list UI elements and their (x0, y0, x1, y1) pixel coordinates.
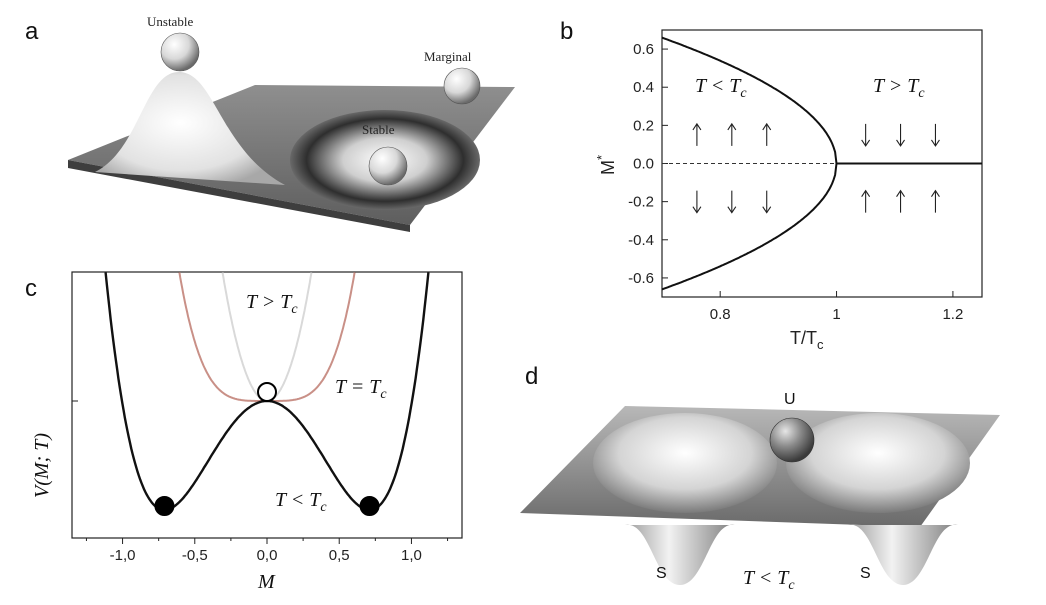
b-xtick-label: 1 (832, 306, 840, 323)
c-unstable-point (257, 382, 277, 402)
panel-c-xlabel: M (257, 571, 276, 593)
panel-c-ylabel: V(M; T) (31, 433, 53, 498)
panel-d-label-s-right: S (860, 565, 871, 582)
panel-d-label-u: U (784, 391, 796, 408)
c-stable-point (154, 496, 175, 516)
panel-b-annotation-low: T < Tc (695, 75, 747, 101)
panel-d-ball (769, 417, 815, 463)
panel-d-bowl-right (786, 413, 970, 513)
b-flow-arrow-head (762, 122, 772, 131)
panel-c-points (154, 382, 380, 516)
panel-a-hill (95, 71, 285, 185)
marginal-ball (443, 67, 481, 105)
c-stable-point (359, 496, 380, 516)
b-ytick-label: 0.2 (633, 117, 654, 134)
b-flow-arrow-head (727, 206, 737, 214)
b-ytick-label: 0.4 (633, 79, 654, 96)
panel-b-letter: b (560, 18, 574, 45)
b-ytick-label: 0.0 (633, 156, 654, 173)
panel-a-letter: a (25, 18, 39, 45)
panel-c-annotation-equal: T = Tc (335, 376, 387, 402)
b-flow-arrow-head (727, 122, 737, 131)
panel-c-annotation-above: T > Tc (246, 291, 298, 317)
panel-a-plane-edge (68, 160, 410, 232)
c-xtick-label: 0,5 (329, 547, 350, 564)
b-flow-arrow-head (692, 206, 702, 214)
panel-b-series (661, 36, 982, 291)
b-ytick-label: -0.6 (628, 270, 654, 287)
panel-d-bump-right (848, 524, 958, 585)
panel-c-ylabel-group: V(M; T) (31, 433, 53, 498)
panel-b-chart: 0.60.40.20.0-0.2-0.4-0.6 0.8 1 1.2 T < Tc … (594, 29, 983, 352)
panel-b-arrows (692, 122, 940, 214)
panel-b-y-ticks: 0.6 0.4 0.2 0.0 -0.2 -0.4 -0.6 (628, 41, 668, 287)
b-xtick-label: 0.8 (710, 306, 731, 323)
label-stable: Stable (362, 122, 395, 137)
b-series-lower-branch (661, 163, 838, 291)
panel-b-ylabel-group: M* (594, 155, 618, 175)
b-flow-arrow-head (930, 189, 940, 197)
b-ytick-label: -0.2 (628, 194, 654, 211)
b-flow-arrow-head (692, 122, 702, 131)
c-xtick-label: -1,0 (110, 547, 136, 564)
panel-b-xlabel: T/Tc (790, 328, 824, 352)
panel-d-bump-left (625, 524, 735, 585)
b-ytick-label: -0.4 (628, 232, 654, 249)
b-flow-arrow-head (930, 139, 940, 147)
b-flow-arrow-head (896, 139, 906, 147)
panel-d-landscape: U S S T < Tc (520, 391, 1000, 593)
stable-ball (368, 146, 408, 186)
panel-b-x-ticks: 0.8 1 1.2 (710, 291, 963, 323)
b-flow-arrow-head (861, 189, 871, 197)
c-xtick-label: -0,5 (182, 547, 208, 564)
panel-c-annotation-below: T < Tc (275, 489, 327, 515)
c-xtick-label: 0,0 (257, 547, 278, 564)
panel-c-chart: -1,0 -0,5 0,0 0,5 1,0 T > Tc T = Tc T < Tc M… (31, 271, 463, 593)
label-marginal: Marginal (424, 49, 472, 64)
panel-d-caption: T < Tc (743, 567, 795, 593)
b-flow-arrow-head (861, 139, 871, 147)
c-xtick-label: 1,0 (401, 547, 422, 564)
b-flow-arrow-head (762, 206, 772, 214)
panel-d-letter: d (525, 363, 539, 390)
b-flow-arrow-head (896, 189, 906, 197)
b-xtick-label: 1.2 (942, 306, 963, 323)
label-unstable: Unstable (147, 14, 193, 29)
panel-d-bowl-left (593, 413, 777, 513)
b-series-upper-branch (661, 36, 838, 164)
panel-b-ylabel: M* (594, 155, 618, 175)
b-ytick-label: 0.6 (633, 41, 654, 58)
panel-b-annotation-high: T > Tc (873, 75, 925, 101)
panel-c-x-ticks: -1,0 -0,5 0,0 0,5 1,0 (85, 538, 449, 564)
unstable-ball (160, 32, 200, 72)
panel-d-label-s-left: S (656, 565, 667, 582)
panel-a-landscape: Unstable Marginal Stable (68, 14, 515, 232)
panel-c-letter: c (25, 275, 37, 302)
